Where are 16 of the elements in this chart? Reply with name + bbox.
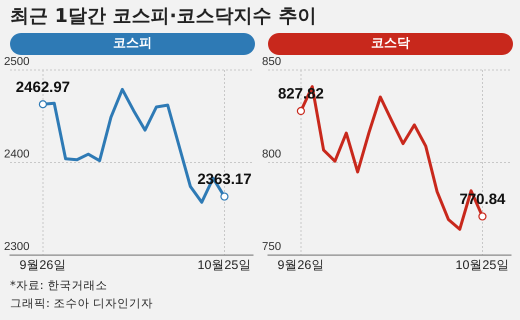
text: *자료: 한국거래소 <box>10 277 108 294</box>
y-tick-label: 800 <box>262 148 282 161</box>
y-tick-label: 750 <box>262 241 282 254</box>
x-tick-label: 10월25일 <box>456 258 510 272</box>
y-tick-label: 2300 <box>4 241 30 254</box>
chart-subtitle: 코스피 <box>10 33 255 55</box>
text: 그래픽: 조수아 디자인기자 <box>10 295 154 312</box>
y-tick-label: 2400 <box>4 148 30 161</box>
y-tick-label: 2500 <box>4 56 30 68</box>
chart-title: 최근 1달간 코스피·코스닥지수 추이 <box>10 4 316 29</box>
chart-subtitle: 코스닥 <box>268 33 513 55</box>
x-tick-label: 9월26일 <box>277 258 324 272</box>
x-tick-label: 10월25일 <box>198 258 252 272</box>
y-tick-label: 850 <box>262 56 282 68</box>
data-label: 2462.97 <box>16 78 70 96</box>
x-tick-label: 9월26일 <box>19 258 66 272</box>
